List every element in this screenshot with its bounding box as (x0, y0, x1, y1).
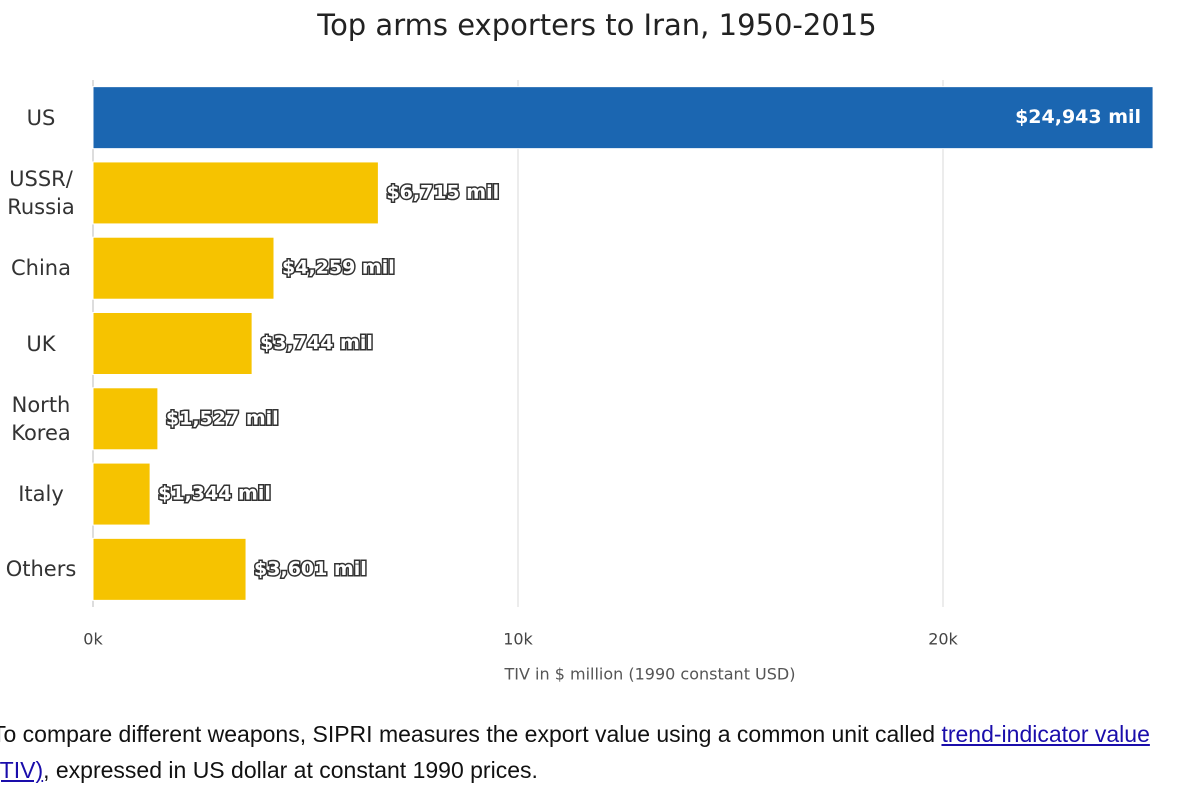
y-tick-label: North Korea (11, 392, 71, 445)
footnote: To compare different weapons, SIPRI meas… (0, 716, 1200, 788)
data-label: $4,259 mil (282, 257, 395, 279)
y-tick-label: UK (26, 331, 56, 356)
data-label: $1,344 mil (158, 483, 271, 505)
footnote-link[interactable]: trend-indicator value (TIV) (0, 721, 1150, 783)
y-tick-label: Others (5, 557, 77, 582)
data-label: $6,715 mil (386, 181, 499, 203)
data-label: $3,601 mil (254, 558, 367, 580)
footnote-text: To compare different weapons, SIPRI meas… (0, 721, 942, 747)
y-tick-label: Italy (18, 482, 64, 507)
x-tick-label: 0k (83, 630, 103, 649)
x-tick-label: 10k (503, 630, 533, 649)
x-axis-label: TIV in $ million (1990 constant USD) (504, 665, 796, 684)
bar (92, 161, 379, 225)
y-tick-label: China (11, 256, 71, 281)
y-tick-label: USSR/ Russia (7, 166, 75, 219)
bar (92, 462, 151, 526)
footnote-text: , expressed in US dollar at constant 199… (43, 757, 538, 783)
data-label: $3,744 mil (260, 332, 373, 354)
x-tick-label: 20k (928, 630, 958, 649)
data-label: $1,527 mil (166, 407, 279, 429)
data-label: $24,943 mil (1015, 106, 1141, 128)
bar (92, 537, 247, 601)
bar (92, 312, 253, 375)
bar (92, 86, 1154, 150)
y-tick-label: US (26, 105, 56, 130)
chart: Top arms exporters to Iran, 1950-2015 TI… (83, 8, 1154, 684)
chart-title: Top arms exporters to Iran, 1950-2015 (316, 8, 876, 42)
bar (92, 236, 275, 300)
bar (92, 387, 159, 451)
